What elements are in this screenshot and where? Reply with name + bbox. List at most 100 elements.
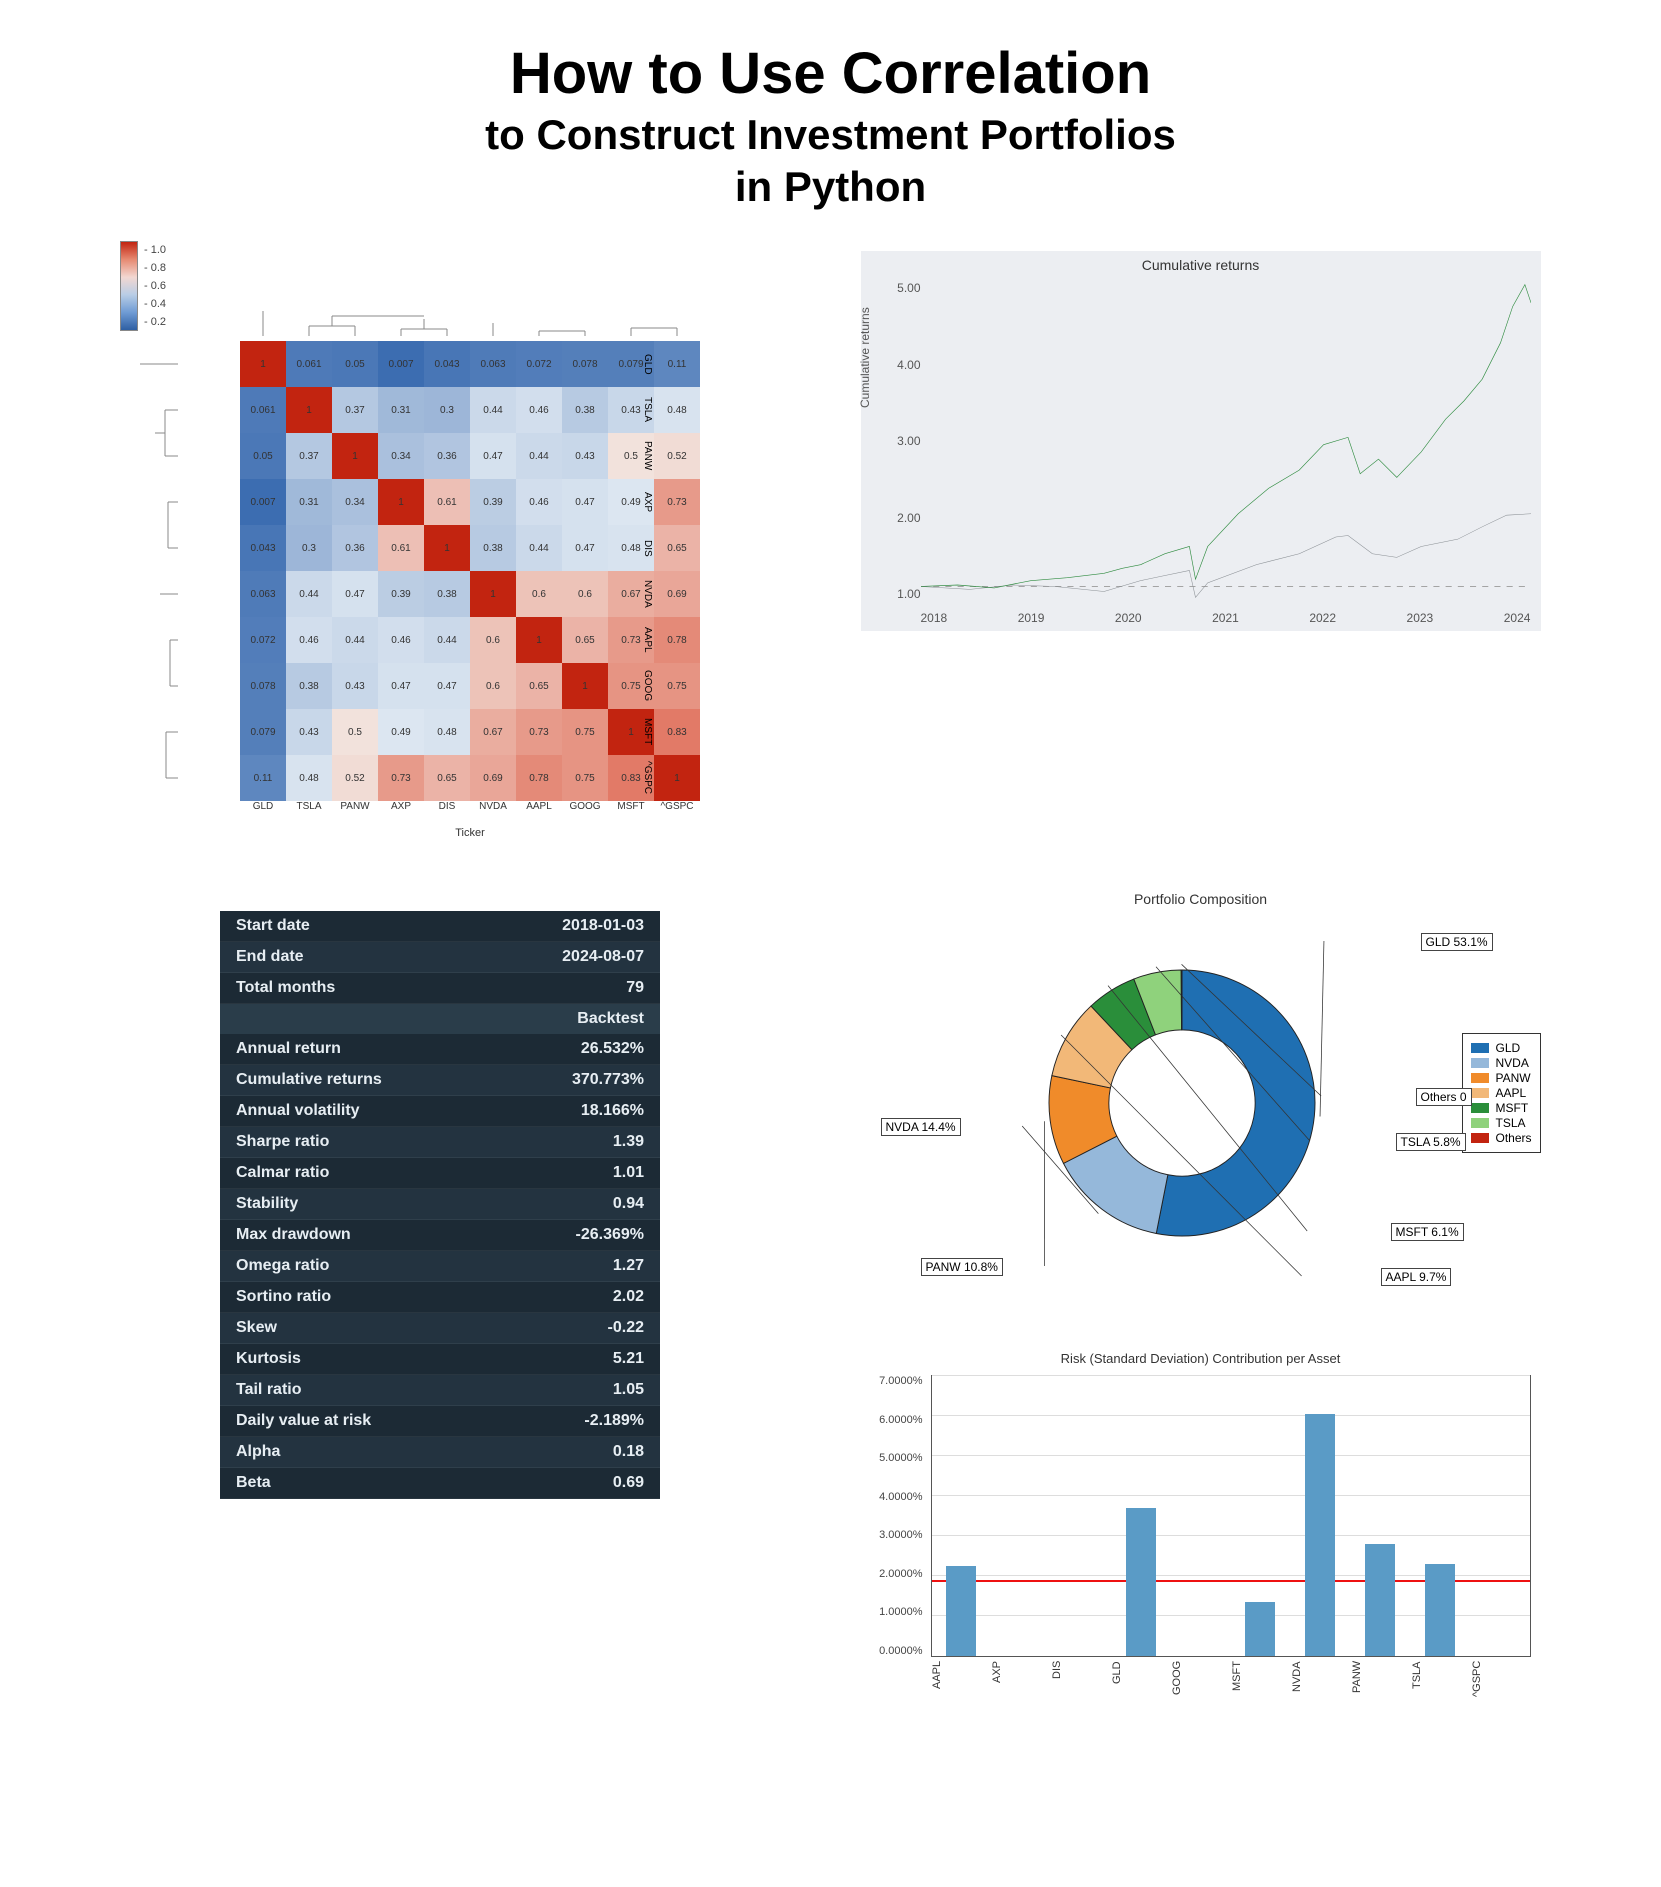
ytick-label: 0.0000% — [861, 1645, 927, 1657]
line-chart-xaxis: 2018201920202021202220232024 — [921, 611, 1531, 625]
heatmap-row-label: NVDA — [642, 571, 653, 617]
stat-val: 370.773% — [572, 1071, 644, 1089]
stat-key: Alpha — [236, 1443, 280, 1461]
stat-val: -26.369% — [576, 1226, 645, 1244]
heatmap-cell: 0.65 — [424, 755, 470, 801]
ytick-label: 2.0000% — [861, 1568, 927, 1580]
stat-key: Beta — [236, 1474, 271, 1492]
xtick-label: AAPL — [931, 1661, 991, 1711]
stat-key: Omega ratio — [236, 1257, 329, 1275]
xtick-label: ^GSPC — [1471, 1661, 1531, 1711]
ytick-label: 7.0000% — [861, 1375, 927, 1387]
heatmap-cell: 0.072 — [240, 617, 286, 663]
bar — [1126, 1508, 1156, 1656]
heatmap-cell: 0.75 — [654, 663, 700, 709]
heatmap-cell: 0.47 — [470, 433, 516, 479]
cumulative-returns-chart: Cumulative returns ^GSPCBacktest Cumulat… — [861, 251, 1541, 631]
stat-key: Max drawdown — [236, 1226, 351, 1244]
xtick-label: 2022 — [1309, 611, 1336, 625]
donut-callout: GLD 53.1% — [1421, 933, 1493, 951]
ytick-label: 1.0000% — [861, 1606, 927, 1618]
heatmap-cell: 0.38 — [470, 525, 516, 571]
donut-legend-label: GLD — [1495, 1041, 1520, 1055]
xtick-label: PANW — [1351, 1661, 1411, 1711]
stat-val: 0.94 — [613, 1195, 644, 1213]
heatmap-cell: 0.44 — [470, 387, 516, 433]
heatmap-colorbar — [120, 241, 138, 331]
stat-key: Daily value at risk — [236, 1412, 371, 1430]
heatmap-cell: 0.46 — [286, 617, 332, 663]
heatmap-cell: 0.73 — [378, 755, 424, 801]
heatmap-row-label: GLD — [642, 341, 653, 387]
title-line-1: How to Use Correlation — [60, 40, 1601, 107]
heatmap-cell: 0.061 — [240, 387, 286, 433]
donut-callout: Others 0 — [1416, 1088, 1472, 1106]
heatmap-cell: 0.69 — [470, 755, 516, 801]
heatmap-col-label: AAPL — [516, 801, 562, 825]
heatmap-cell: 0.48 — [424, 709, 470, 755]
heatmap-cell: 0.39 — [378, 571, 424, 617]
bar — [946, 1566, 976, 1656]
heatmap-cell: 0.34 — [378, 433, 424, 479]
heatmap-cell: 0.48 — [286, 755, 332, 801]
heatmap-cell: 0.3 — [286, 525, 332, 571]
heatmap-cell: 0.73 — [654, 479, 700, 525]
stat-val: 5.21 — [613, 1350, 644, 1368]
heatmap-cell: 0.078 — [562, 341, 608, 387]
heatmap-cell: 0.38 — [286, 663, 332, 709]
heatmap-cell: 0.75 — [562, 755, 608, 801]
bar — [1245, 1602, 1275, 1656]
stat-subheader: Backtest — [220, 1004, 660, 1034]
heatmap-cell: 0.67 — [470, 709, 516, 755]
heatmap-col-label: GLD — [240, 801, 286, 825]
ytick-label: 2.00 — [897, 511, 920, 525]
donut-plot: GLDNVDAPANWAAPLMSFTTSLAOthers GLD 53.1%N… — [861, 913, 1541, 1293]
xtick-label: AXP — [991, 1661, 1051, 1711]
backtest-stats-table: Start date2018-01-03 End date2024-08-07 … — [220, 911, 660, 1499]
stat-row: Tail ratio1.05 — [220, 1375, 660, 1406]
heatmap-cell: 0.043 — [240, 525, 286, 571]
stat-key: Total months — [236, 979, 335, 997]
ytick-label: 4.00 — [897, 358, 920, 372]
donut-legend-label: MSFT — [1495, 1101, 1528, 1115]
heatmap-col-label: MSFT — [608, 801, 654, 825]
xtick-label: 2024 — [1504, 611, 1531, 625]
donut-callout: MSFT 6.1% — [1391, 1223, 1464, 1241]
stat-val: 0.69 — [613, 1474, 644, 1492]
heatmap-cell: 0.47 — [424, 663, 470, 709]
stat-key: Start date — [236, 917, 310, 935]
heatmap-cell: 0.078 — [240, 663, 286, 709]
heatmap-cell: 1 — [562, 663, 608, 709]
heatmap-cell: 1 — [424, 525, 470, 571]
heatmap-cell: 0.079 — [240, 709, 286, 755]
heatmap-cell: 0.061 — [286, 341, 332, 387]
risk-contribution-bar-chart: Risk (Standard Deviation) Contribution p… — [861, 1351, 1541, 1711]
ytick-label: 5.00 — [897, 281, 920, 295]
stat-row: Kurtosis5.21 — [220, 1344, 660, 1375]
ytick-label: 5.0000% — [861, 1452, 927, 1464]
stat-val: 18.166% — [581, 1102, 644, 1120]
heatmap-cell: 0.31 — [378, 387, 424, 433]
donut-legend: GLDNVDAPANWAAPLMSFTTSLAOthers — [1462, 1033, 1540, 1153]
bar-chart-yaxis: 7.0000%6.0000%5.0000%4.0000%3.0000%2.000… — [861, 1375, 927, 1657]
heatmap-cell: 0.65 — [654, 525, 700, 571]
stat-val: 1.05 — [613, 1381, 644, 1399]
xtick-label: MSFT — [1231, 1661, 1291, 1711]
xtick-label: 2020 — [1115, 611, 1142, 625]
stat-val: 2.02 — [613, 1288, 644, 1306]
heatmap-cell: 0.47 — [562, 479, 608, 525]
stat-row: Beta 0.69 — [220, 1468, 660, 1499]
right-lower-column: Portfolio Composition GLDNVDAPANWAAPLMSF… — [861, 881, 1602, 1711]
stat-row: Sortino ratio2.02 — [220, 1282, 660, 1313]
heatmap-cell: 1 — [240, 341, 286, 387]
heatmap-cell: 0.65 — [562, 617, 608, 663]
stat-val: 79 — [626, 979, 644, 997]
heatmap-cell: 0.78 — [654, 617, 700, 663]
donut-callout: AAPL 9.7% — [1381, 1268, 1452, 1286]
stat-key: End date — [236, 948, 304, 966]
heatmap-cell: 0.11 — [654, 341, 700, 387]
stat-row: Cumulative returns370.773% — [220, 1065, 660, 1096]
heatmap-cell: 1 — [470, 571, 516, 617]
heatmap-cell: 0.49 — [378, 709, 424, 755]
heatmap-col-label: TSLA — [286, 801, 332, 825]
